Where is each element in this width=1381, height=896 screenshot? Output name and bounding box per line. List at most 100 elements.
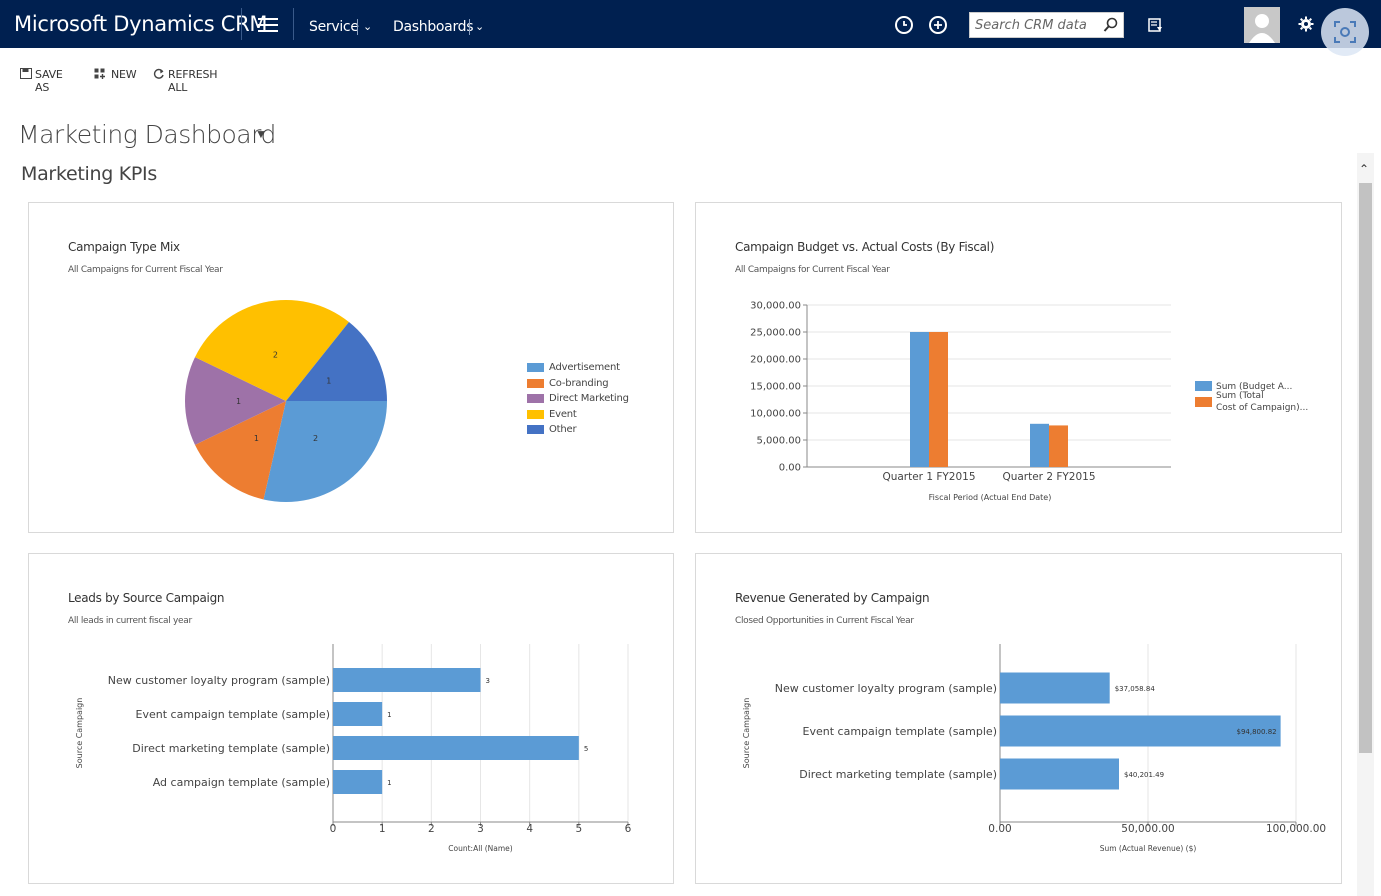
scrollbar-thumb[interactable]: [1359, 183, 1372, 753]
legend-label: Other: [549, 424, 577, 435]
x-tick-label: 2: [428, 823, 435, 835]
pie-legend: Advertisement Co-branding Direct Marketing…: [527, 362, 667, 442]
horizontal-bar: [333, 702, 383, 726]
bar-data-label: 5: [584, 745, 588, 753]
legend-swatch: [527, 425, 544, 434]
legend-swatch: [1195, 381, 1212, 391]
pie-data-label: 1: [236, 397, 241, 406]
legend-label-line: Sum (Total: [1216, 391, 1264, 401]
bar-data-label: 3: [486, 677, 490, 685]
horizontal-bar: [1000, 715, 1281, 747]
dashboards-chevron-down-icon[interactable]: ⌄: [475, 21, 485, 33]
column-bar: [1049, 425, 1068, 467]
y-tick-label: Direct marketing template (sample): [799, 768, 997, 781]
chart-title[interactable]: Campaign Type Mix: [68, 240, 180, 254]
scroll-up-arrow-icon[interactable]: ⌃: [1359, 162, 1370, 176]
x-tick-label: 3: [477, 823, 484, 835]
x-tick-label: Quarter 1 FY2015: [882, 471, 975, 483]
pie-data-label: 2: [313, 434, 318, 443]
refresh-all-button[interactable]: REFRESH ALL: [168, 68, 218, 94]
page-title[interactable]: Marketing Dashboard: [18, 120, 276, 149]
app-brand[interactable]: Microsoft Dynamics CRM: [14, 12, 268, 36]
chart-title[interactable]: Leads by Source Campaign: [68, 591, 225, 605]
chart-subtitle: All leads in current fiscal year: [68, 616, 192, 626]
y-tick-label: Ad campaign template (sample): [153, 776, 330, 789]
budget-vs-cost-panel: Campaign Budget vs. Actual Costs (By Fis…: [695, 202, 1342, 533]
nav-item-dashboards[interactable]: Dashboards: [393, 19, 474, 35]
screen-capture-button[interactable]: [1321, 8, 1369, 56]
nav-item-service[interactable]: Service: [309, 19, 359, 35]
legend-label: Direct Marketing: [549, 393, 629, 404]
column-bar: [1030, 423, 1049, 467]
service-chevron-down-icon[interactable]: ⌄: [363, 21, 373, 33]
nav-divider: [293, 8, 294, 40]
legend-label-line: Cost of Campaign)...: [1216, 403, 1308, 413]
x-tick-label: 0: [330, 823, 337, 835]
y-tick-label: 5,000.00: [756, 436, 801, 447]
pie-slice-event: [195, 300, 349, 401]
menu-icon[interactable]: [258, 18, 278, 32]
bar-data-label: $94,800.82: [1237, 728, 1277, 736]
chart-title[interactable]: Campaign Budget vs. Actual Costs (By Fis…: [735, 240, 995, 254]
legend-swatch: [527, 409, 544, 419]
horizontal-bar: [333, 668, 481, 692]
bar-data-label: 1: [387, 711, 391, 719]
pie-slice-advertisement: [263, 401, 387, 502]
pie-slice-other: [286, 322, 387, 401]
y-tick-label: Event campaign template (sample): [136, 708, 330, 721]
search-input[interactable]: [970, 13, 1095, 37]
nav-pipe: [357, 19, 358, 35]
horizontal-bar: [1000, 758, 1119, 790]
x-tick-label: 6: [625, 823, 632, 835]
leads-bar-chart: 0 1 2 3 4 5 6 New customer loyalty program (sam…: [75, 644, 632, 853]
recent-clock-icon[interactable]: [895, 16, 913, 34]
y-tick-label: 10,000.00: [750, 409, 801, 420]
x-tick-label: 0.00: [988, 823, 1011, 835]
new-button[interactable]: NEW: [111, 68, 137, 81]
settings-gear-icon[interactable]: [1298, 16, 1314, 32]
dashboard-chevron-down-icon[interactable]: ▼: [255, 127, 267, 141]
column-chart: 0.00 5,000.00 10,000.00 15,000.00 20,000.00 2…: [750, 301, 1308, 503]
legend-label: Advertisement: [549, 362, 620, 373]
bar-data-label: $37,058.84: [1115, 685, 1156, 693]
top-navbar: Microsoft Dynamics CRM Service ⌄ Dashboa…: [0, 0, 1381, 48]
leads-by-source-panel: Leads by Source Campaign All leads in cu…: [28, 553, 674, 884]
chart-subtitle: Closed Opportunities in Current Fiscal Y…: [735, 616, 914, 626]
y-tick-label: 15,000.00: [750, 382, 801, 393]
legend-label: Co-branding: [549, 377, 609, 389]
search-icon[interactable]: [1103, 17, 1119, 33]
save-as-button[interactable]: SAVE AS: [35, 68, 63, 94]
search-field[interactable]: [969, 12, 1124, 38]
create-plus-icon[interactable]: [929, 16, 947, 34]
y-tick-label: Direct marketing template (sample): [132, 742, 330, 755]
x-tick-label: 5: [575, 823, 582, 835]
pie-data-label: 2: [273, 351, 278, 360]
x-axis-title: Count:All (Name): [448, 844, 513, 853]
x-tick-label: 1: [379, 823, 386, 835]
revenue-by-campaign-panel: Revenue Generated by Campaign Closed Opp…: [695, 553, 1342, 884]
y-tick-label: Event campaign template (sample): [803, 725, 997, 738]
nav-pipe: [469, 19, 470, 35]
legend-label: Event: [549, 408, 577, 420]
y-tick-label: 25,000.00: [750, 328, 801, 339]
x-tick-label: 4: [526, 823, 533, 835]
x-axis-title: Sum (Actual Revenue) ($): [1100, 844, 1197, 853]
legend-label: Sum (Total Cost of Campaign)...: [1216, 391, 1308, 413]
bar-data-label: $40,201.49: [1124, 771, 1164, 779]
pie-slice-co-branding: [195, 401, 286, 500]
chart-title[interactable]: Revenue Generated by Campaign: [735, 591, 930, 605]
advanced-find-icon[interactable]: [1148, 17, 1164, 33]
horizontal-bar: [333, 736, 579, 760]
nav-divider: [241, 8, 242, 40]
x-tick-label: Quarter 2 FY2015: [1002, 471, 1095, 483]
chart-subtitle: All Campaigns for Current Fiscal Year: [68, 265, 223, 275]
avatar[interactable]: [1244, 7, 1280, 43]
y-tick-label: New customer loyalty program (sample): [775, 682, 997, 695]
y-axis-title: Source Campaign: [75, 698, 84, 769]
legend-label: Sum (Budget A...: [1216, 382, 1292, 392]
campaign-type-mix-panel: Campaign Type Mix All Campaigns for Curr…: [28, 202, 674, 533]
column-bar: [910, 332, 929, 467]
scan-icon: [1334, 21, 1356, 43]
bar-data-label: 1: [387, 779, 391, 787]
